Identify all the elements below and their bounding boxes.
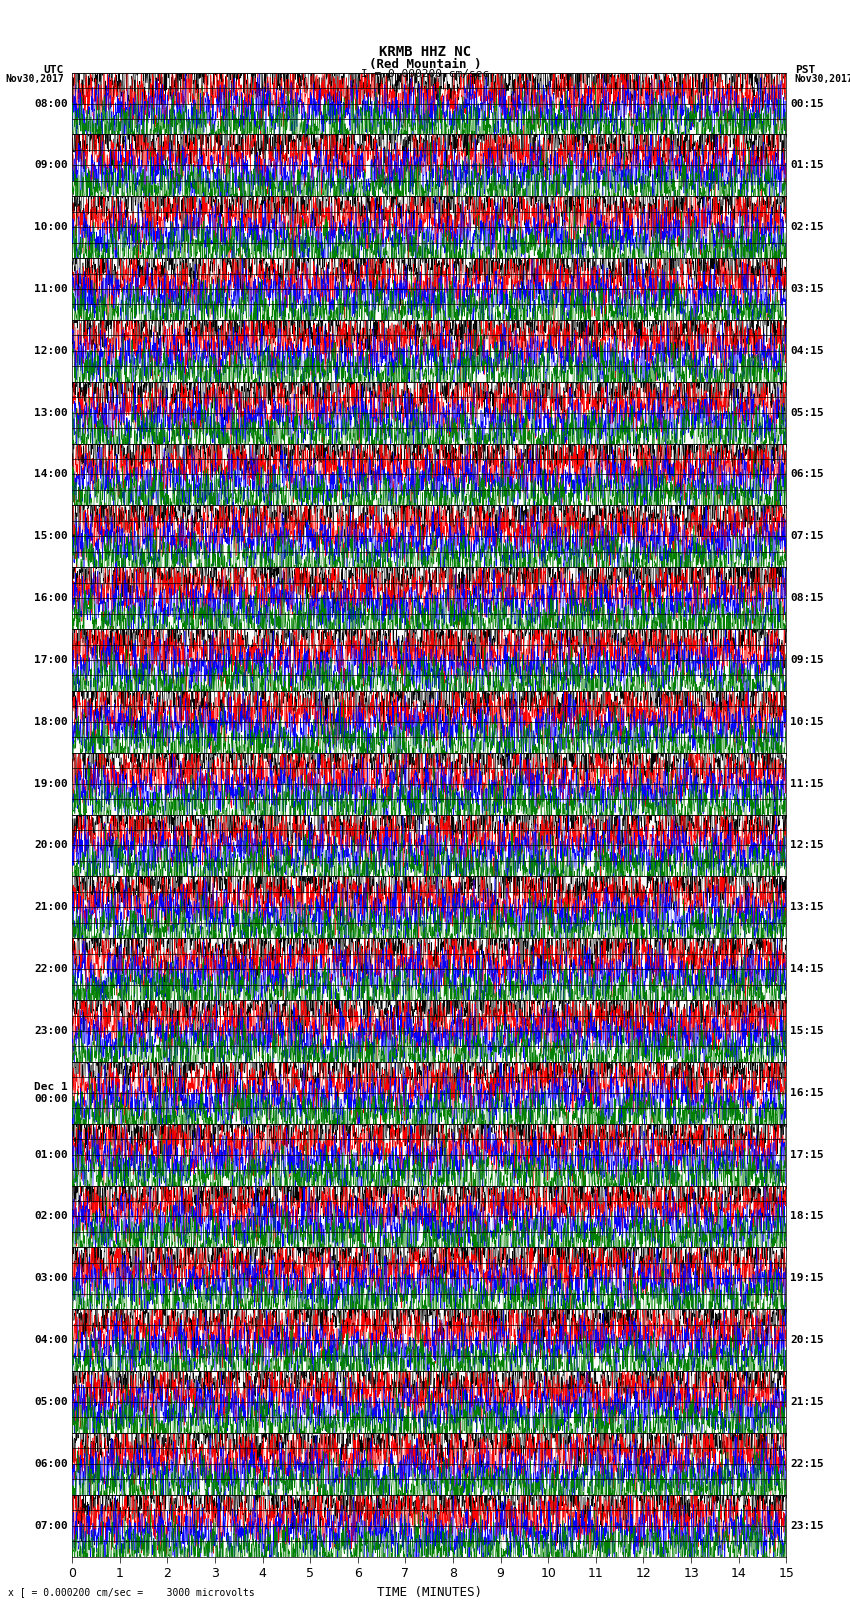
Y-axis label: 01:15: 01:15 [790,160,824,171]
Text: PST: PST [795,65,815,74]
Y-axis label: 12:00: 12:00 [34,345,68,356]
Text: Nov30,2017: Nov30,2017 [5,74,64,84]
Y-axis label: 05:15: 05:15 [790,408,824,418]
Y-axis label: 12:15: 12:15 [790,840,824,850]
Y-axis label: 05:00: 05:00 [34,1397,68,1407]
X-axis label: TIME (MINUTES): TIME (MINUTES) [377,1586,482,1598]
Text: KRMB HHZ NC: KRMB HHZ NC [379,45,471,60]
Y-axis label: 23:00: 23:00 [34,1026,68,1036]
Y-axis label: 06:00: 06:00 [34,1458,68,1469]
Y-axis label: 16:00: 16:00 [34,594,68,603]
Y-axis label: 09:15: 09:15 [790,655,824,665]
Y-axis label: 22:15: 22:15 [790,1458,824,1469]
Y-axis label: 07:00: 07:00 [34,1521,68,1531]
Y-axis label: 03:15: 03:15 [790,284,824,294]
Y-axis label: 10:00: 10:00 [34,223,68,232]
Y-axis label: 04:00: 04:00 [34,1336,68,1345]
Text: I = 0.000200 cm/sec: I = 0.000200 cm/sec [361,69,489,79]
Y-axis label: 14:00: 14:00 [34,469,68,479]
Y-axis label: 13:00: 13:00 [34,408,68,418]
Y-axis label: 17:00: 17:00 [34,655,68,665]
Y-axis label: 20:00: 20:00 [34,840,68,850]
Y-axis label: 10:15: 10:15 [790,716,824,727]
Y-axis label: 16:15: 16:15 [790,1087,824,1098]
Y-axis label: 14:15: 14:15 [790,965,824,974]
Y-axis label: 19:15: 19:15 [790,1273,824,1284]
Y-axis label: 18:15: 18:15 [790,1211,824,1221]
Text: (Red Mountain ): (Red Mountain ) [369,58,481,71]
Y-axis label: 07:15: 07:15 [790,531,824,542]
Y-axis label: Dec 1
00:00: Dec 1 00:00 [34,1082,68,1103]
Text: Nov30,2017: Nov30,2017 [795,74,850,84]
Y-axis label: 04:15: 04:15 [790,345,824,356]
Y-axis label: 21:00: 21:00 [34,902,68,913]
Y-axis label: 02:00: 02:00 [34,1211,68,1221]
Y-axis label: 06:15: 06:15 [790,469,824,479]
Y-axis label: 20:15: 20:15 [790,1336,824,1345]
Y-axis label: 09:00: 09:00 [34,160,68,171]
Y-axis label: 17:15: 17:15 [790,1150,824,1160]
Text: x [ = 0.000200 cm/sec =    3000 microvolts: x [ = 0.000200 cm/sec = 3000 microvolts [8,1587,255,1597]
Y-axis label: 15:15: 15:15 [790,1026,824,1036]
Y-axis label: 11:00: 11:00 [34,284,68,294]
Y-axis label: 08:00: 08:00 [34,98,68,108]
Y-axis label: 15:00: 15:00 [34,531,68,542]
Y-axis label: 22:00: 22:00 [34,965,68,974]
Y-axis label: 23:15: 23:15 [790,1521,824,1531]
Text: UTC: UTC [43,65,64,74]
Y-axis label: 03:00: 03:00 [34,1273,68,1284]
Y-axis label: 18:00: 18:00 [34,716,68,727]
Y-axis label: 00:15: 00:15 [790,98,824,108]
Y-axis label: 21:15: 21:15 [790,1397,824,1407]
Y-axis label: 01:00: 01:00 [34,1150,68,1160]
Y-axis label: 08:15: 08:15 [790,594,824,603]
Y-axis label: 02:15: 02:15 [790,223,824,232]
Y-axis label: 11:15: 11:15 [790,779,824,789]
Y-axis label: 19:00: 19:00 [34,779,68,789]
Y-axis label: 13:15: 13:15 [790,902,824,913]
